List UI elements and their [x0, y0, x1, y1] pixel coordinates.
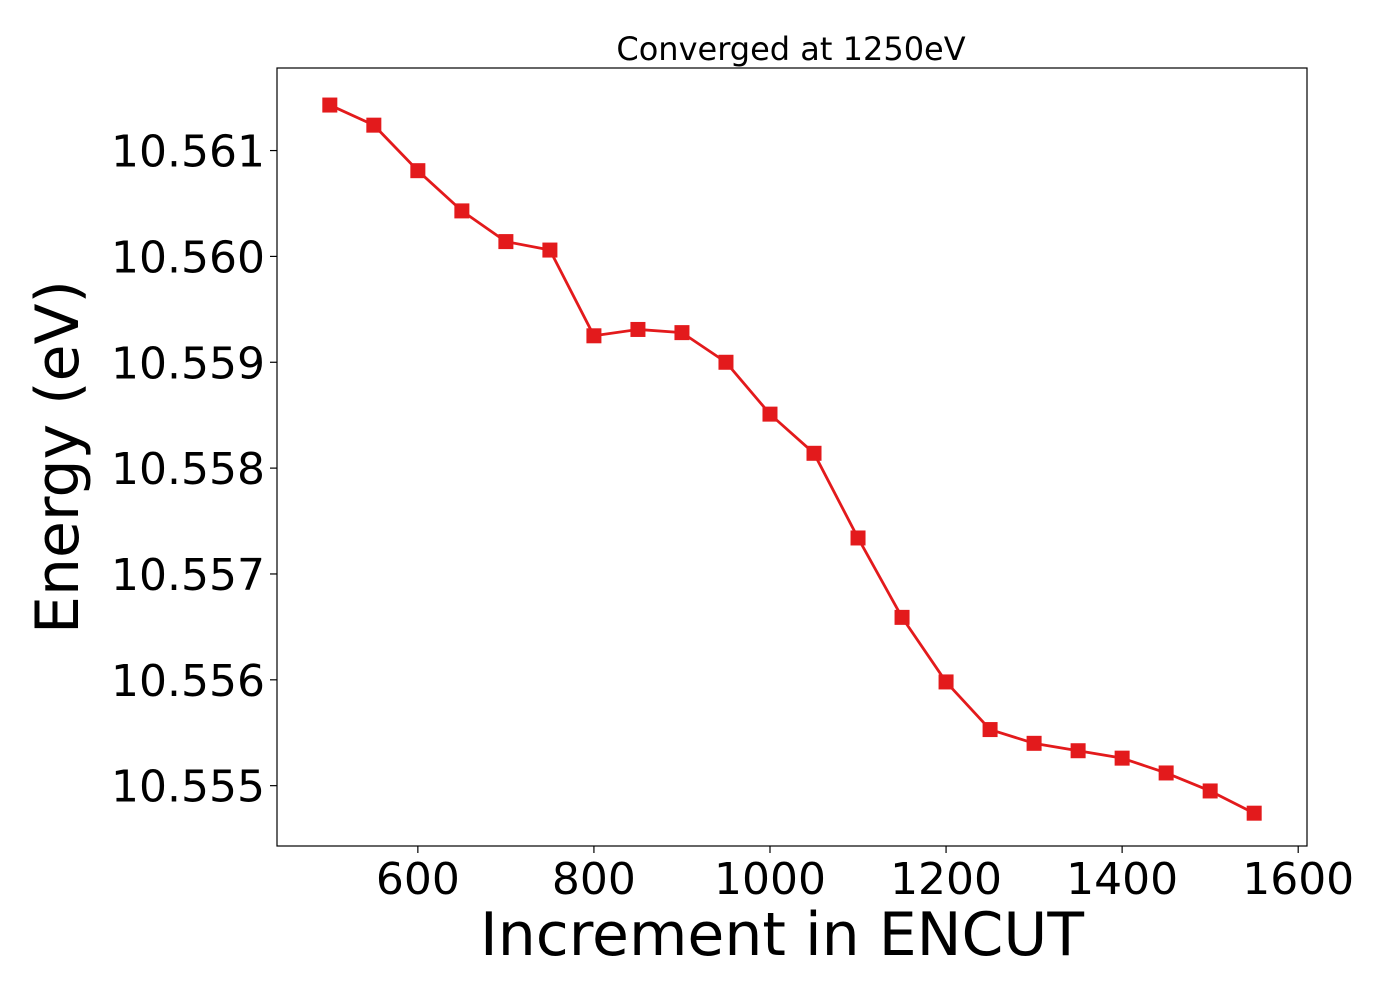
y-tick-label: 10.557	[111, 550, 265, 601]
data-point	[1070, 743, 1086, 759]
data-point	[322, 97, 338, 113]
data-point	[894, 609, 910, 625]
data-point	[454, 203, 470, 219]
data-point	[1026, 735, 1042, 751]
plot-frame	[276, 67, 1308, 847]
y-tick-label: 10.560	[111, 232, 265, 283]
data-series	[322, 97, 1262, 821]
x-axis-label: Increment in ENCUT	[480, 900, 1084, 970]
axis-ticks: 600 800 1000 1200 1400 1600 10.555 10.556 10.557…	[111, 127, 1354, 905]
y-tick-label: 10.555	[111, 762, 265, 813]
data-point	[1158, 765, 1174, 781]
x-tick-label: 600	[376, 854, 460, 905]
x-tick-label: 1600	[1242, 854, 1354, 905]
series-line	[329, 103, 1255, 815]
data-point	[674, 325, 690, 341]
data-point	[410, 163, 426, 179]
data-point	[806, 445, 822, 461]
data-point	[762, 406, 778, 422]
x-tick-label: 1000	[714, 854, 826, 905]
data-point	[938, 674, 954, 690]
y-tick-label: 10.556	[111, 656, 265, 707]
x-tick-label: 800	[552, 854, 636, 905]
data-point	[982, 722, 998, 738]
data-point	[1202, 783, 1218, 799]
y-tick-label: 10.558	[111, 444, 265, 495]
data-point	[1246, 805, 1262, 821]
y-tick-label: 10.559	[111, 338, 265, 389]
y-tick-label: 10.561	[111, 127, 265, 178]
data-point	[366, 117, 382, 133]
chart-title: Converged at 1250eV	[616, 30, 965, 68]
data-point	[498, 234, 514, 250]
x-tick-label: 1400	[1066, 854, 1178, 905]
data-point	[718, 354, 734, 370]
data-point	[630, 321, 646, 337]
data-point	[586, 328, 602, 344]
y-axis-label: Energy (eV)	[23, 280, 93, 634]
x-tick-label: 1200	[890, 854, 1002, 905]
data-point	[542, 242, 558, 258]
data-point	[850, 530, 866, 546]
data-point	[1114, 750, 1130, 766]
